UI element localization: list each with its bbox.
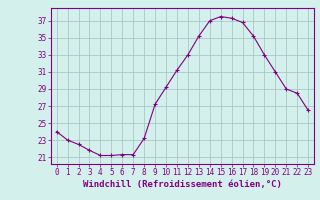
X-axis label: Windchill (Refroidissement éolien,°C): Windchill (Refroidissement éolien,°C): [83, 180, 282, 189]
